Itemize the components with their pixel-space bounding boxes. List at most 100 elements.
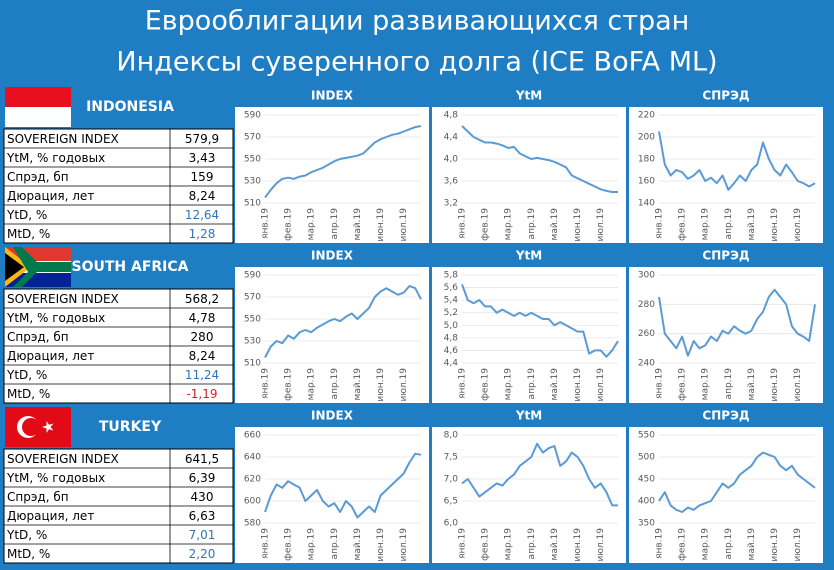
y-tick-label: 3,6 [444, 177, 459, 187]
y-tick-label: 6,0 [444, 519, 459, 529]
x-tick-label: май.19 [550, 208, 560, 241]
y-tick-label: 240 [638, 359, 655, 369]
x-tick-label: янв.19 [655, 208, 665, 239]
row-value: 6,39 [189, 471, 216, 485]
row-value: 12,64 [185, 208, 219, 222]
chart-bg [629, 107, 823, 243]
row-value: 6,63 [189, 509, 216, 523]
y-tick-label: 5,8 [444, 271, 459, 281]
x-tick-label: июл.19 [399, 528, 409, 562]
row-label: SOVEREIGN INDEX [7, 292, 119, 306]
series-line [461, 125, 618, 193]
row-label: MtD, % [7, 547, 50, 561]
row-value: 159 [191, 170, 214, 184]
x-tick-label: апр.19 [330, 368, 340, 400]
series-line [264, 452, 422, 519]
y-tick-label: 160 [638, 177, 655, 187]
x-tick-label: фев.19 [678, 528, 688, 561]
y-tick-label: 4,4 [444, 359, 459, 369]
x-tick-label: май.19 [747, 528, 757, 561]
title-line: Еврооблигации развивающихся стран [145, 6, 690, 37]
row-value: 8,24 [189, 189, 216, 203]
x-tick-label: фев.19 [284, 208, 294, 241]
y-tick-label: 590 [244, 271, 261, 281]
x-tick-label: июл.19 [399, 208, 409, 242]
y-tick-label: 550 [244, 315, 261, 325]
row-value: 8,24 [189, 349, 216, 363]
row-value: 7,01 [189, 528, 216, 542]
row-value: 2,20 [189, 547, 216, 561]
x-tick-label: янв.19 [261, 208, 271, 239]
y-tick-label: 180 [638, 155, 655, 165]
series-line [264, 125, 422, 199]
x-tick-label: май.19 [353, 208, 363, 241]
x-tick-label: янв.19 [458, 528, 468, 559]
x-tick-label: июн.19 [573, 528, 583, 562]
y-tick-label: 510 [244, 199, 261, 209]
x-tick-label: апр.19 [330, 528, 340, 560]
x-tick-label: июн.19 [376, 208, 386, 242]
x-tick-label: май.19 [550, 528, 560, 561]
x-tick-label: апр.19 [527, 208, 537, 240]
series-line [658, 451, 816, 513]
row-label: YtD, % [6, 368, 47, 382]
chart-bg [235, 427, 429, 563]
y-tick-label: 220 [638, 111, 655, 121]
x-tick-label: июл.19 [793, 528, 803, 562]
y-tick-label: 5,0 [444, 321, 459, 331]
x-tick-label: июн.19 [770, 528, 780, 562]
chart-bg [629, 427, 823, 563]
series-line [461, 284, 619, 358]
x-tick-label: мар.19 [504, 368, 514, 401]
x-tick-label: фев.19 [284, 368, 294, 401]
x-tick-label: июн.19 [573, 368, 583, 402]
x-tick-label: фев.19 [481, 208, 491, 241]
row-label: YtD, % [6, 208, 47, 222]
x-tick-label: май.19 [353, 368, 363, 401]
y-tick-label: 3,2 [444, 199, 458, 209]
chart-bg [235, 107, 429, 243]
y-tick-label: 530 [244, 177, 261, 187]
chart-title: INDEX [311, 409, 354, 423]
row-value: 1,28 [189, 227, 216, 241]
row-label: YtM, % годовых [6, 151, 105, 165]
x-tick-label: июл.19 [399, 368, 409, 402]
flag-indonesia [5, 87, 71, 127]
chart-title: YtM [515, 249, 542, 263]
x-tick-label: мар.19 [701, 528, 711, 561]
chart-bg [432, 427, 626, 563]
row-label: MtD, % [7, 387, 50, 401]
y-tick-label: 350 [638, 519, 655, 529]
x-tick-label: май.19 [747, 208, 757, 241]
y-tick-label: 600 [244, 497, 261, 507]
row-value: 430 [191, 490, 214, 504]
y-tick-label: 580 [244, 519, 261, 529]
row-value: 280 [191, 330, 214, 344]
x-tick-label: янв.19 [655, 368, 665, 399]
row-label: Спрэд, бп [7, 330, 69, 344]
y-tick-label: 510 [244, 359, 261, 369]
row-label: Дюрация, лет [7, 349, 94, 363]
row-label: MtD, % [7, 227, 50, 241]
y-tick-label: 660 [244, 431, 261, 441]
x-tick-label: мар.19 [307, 368, 317, 401]
country-name: INDONESIA [86, 99, 174, 115]
x-tick-label: июл.19 [596, 368, 606, 402]
x-tick-label: мар.19 [307, 528, 317, 561]
x-tick-label: июн.19 [573, 208, 583, 242]
y-tick-label: 140 [638, 199, 655, 209]
x-tick-label: июл.19 [793, 208, 803, 242]
x-tick-label: июн.19 [376, 528, 386, 562]
y-tick-label: 590 [244, 111, 261, 121]
x-tick-label: янв.19 [458, 368, 468, 399]
x-tick-label: фев.19 [481, 528, 491, 561]
y-tick-label: 300 [638, 271, 655, 281]
x-tick-label: май.19 [353, 528, 363, 561]
y-tick-label: 5,6 [444, 283, 459, 293]
row-label: Спрэд, бп [7, 170, 69, 184]
series-line [658, 131, 816, 191]
row-value: -1,19 [186, 387, 217, 401]
row-label: YtD, % [6, 528, 47, 542]
series-line [264, 285, 422, 358]
x-tick-label: мар.19 [701, 368, 711, 401]
